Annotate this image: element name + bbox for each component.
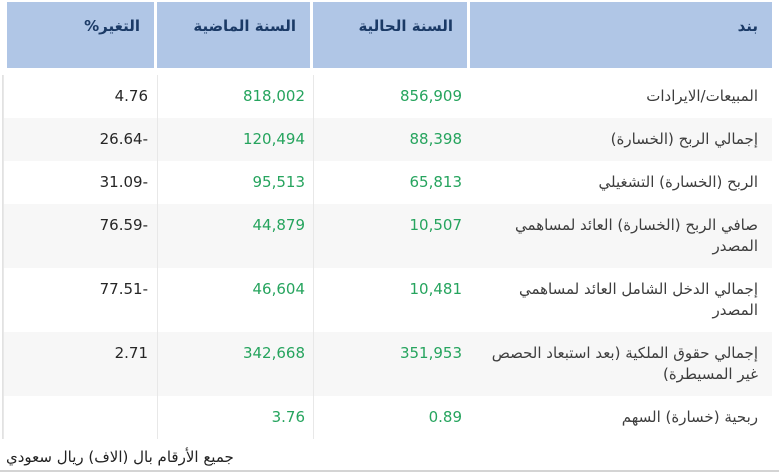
table-row: الربح (الخسارة) التشغيلي 65,813 95,513 3… (3, 161, 772, 204)
cell-previous-year-value: 46,604 (157, 268, 313, 332)
cell-previous-year-value: 342,668 (157, 332, 313, 396)
cell-current-year-value: 0.89 (313, 396, 470, 439)
cell-change-percent (3, 396, 157, 439)
cell-current-year-value: 88,398 (313, 118, 470, 161)
cell-previous-year-value: 3.76 (157, 396, 313, 439)
table-row: صافي الربح (الخسارة) العائد لمساهمي المص… (3, 204, 772, 268)
table-body: المبيعات/الايرادات 856,909 818,002 4.76 … (2, 75, 772, 439)
cell-current-year-value: 65,813 (313, 161, 470, 204)
cell-previous-year-value: 818,002 (157, 75, 313, 118)
cell-item-label: صافي الربح (الخسارة) العائد لمساهمي المص… (515, 216, 758, 255)
cell-item-label: إجمالي الربح (الخسارة) (610, 130, 758, 148)
cell-item-label: المبيعات/الايرادات (646, 87, 758, 105)
table-row: ربحية (خسارة) السهم 0.89 3.76 (3, 396, 772, 439)
cell-current-year-value: 10,507 (313, 204, 470, 268)
column-header-current-year: السنة الحالية (313, 2, 470, 68)
table-row: إجمالي حقوق الملكية (بعد استبعاد الحصص غ… (3, 332, 772, 396)
column-header-change-percent: التغير% (2, 2, 157, 68)
table-header-row: بند السنة الحالية السنة الماضية التغير% (2, 2, 772, 68)
cell-current-year-value: 10,481 (313, 268, 470, 332)
cell-change-percent: 2.71 (3, 332, 157, 396)
cell-item-label: الربح (الخسارة) التشغيلي (598, 173, 758, 191)
cell-item-label: إجمالي حقوق الملكية (بعد استبعاد الحصص غ… (491, 344, 758, 383)
units-footnote: جميع الأرقام بال (الاف) ريال سعودي (0, 443, 779, 472)
cell-previous-year-value: 44,879 (157, 204, 313, 268)
cell-change-percent: 26.64- (3, 118, 157, 161)
cell-previous-year-value: 120,494 (157, 118, 313, 161)
cell-change-percent: 76.59- (3, 204, 157, 268)
table-row: إجمالي الربح (الخسارة) 88,398 120,494 26… (3, 118, 772, 161)
cell-current-year-value: 351,953 (313, 332, 470, 396)
table-row: المبيعات/الايرادات 856,909 818,002 4.76 (3, 75, 772, 118)
cell-item-label: ربحية (خسارة) السهم (621, 408, 758, 426)
cell-change-percent: 4.76 (3, 75, 157, 118)
cell-change-percent: 31.09- (3, 161, 157, 204)
cell-item-label: إجمالي الدخل الشامل العائد لمساهمي المصد… (518, 280, 758, 319)
column-header-item: بند (470, 2, 772, 68)
column-header-previous-year: السنة الماضية (157, 2, 313, 68)
cell-previous-year-value: 95,513 (157, 161, 313, 204)
cell-change-percent: 77.51- (3, 268, 157, 332)
table-row: إجمالي الدخل الشامل العائد لمساهمي المصد… (3, 268, 772, 332)
cell-current-year-value: 856,909 (313, 75, 470, 118)
